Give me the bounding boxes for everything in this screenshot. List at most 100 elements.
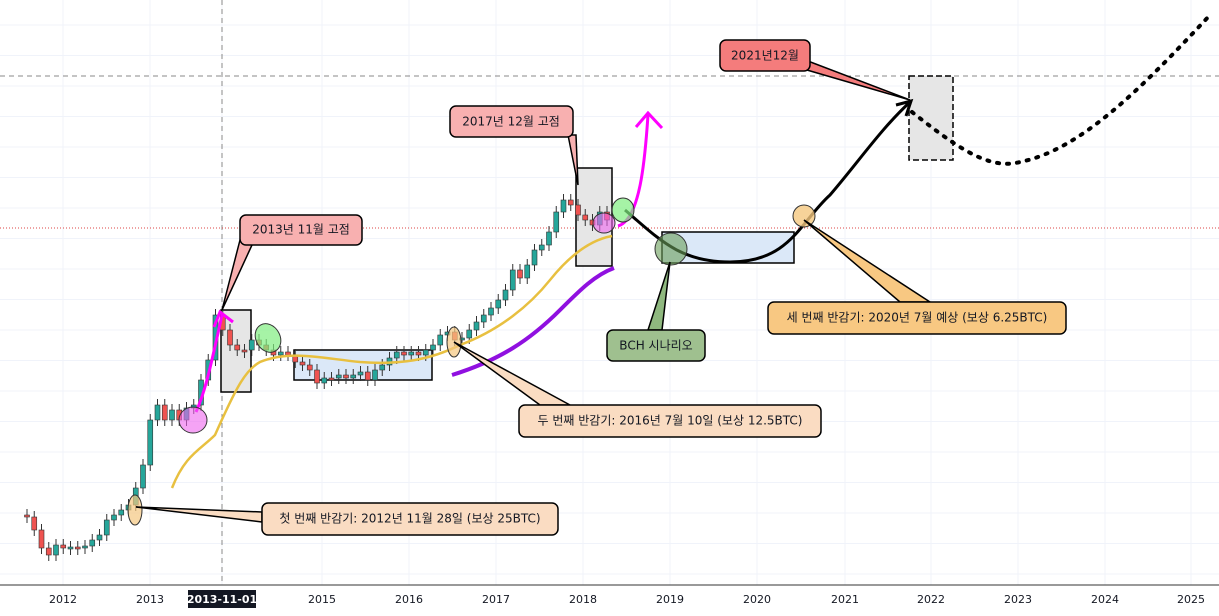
x-axis-labels: 2012 2013 2013-11-01 2015 2016 2017 2018 2019 20… [49,590,1205,608]
candle [234,344,241,351]
candle [306,364,313,371]
candle [538,244,545,251]
marker [178,406,208,434]
candle [575,204,581,216]
x-tick-label: 2016 [395,593,423,606]
box [908,75,954,161]
callout-text: 두 번째 반감기: 2016년 7월 10일 (보상 12.5BTC) [538,414,803,428]
callout [449,105,574,138]
candle [31,516,38,531]
candle [466,329,473,339]
x-tick-label: 2022 [917,593,945,606]
candle [299,361,306,366]
candle [343,374,349,379]
candle [74,546,81,550]
candle [364,371,371,381]
x-tick-label: 2024 [1091,593,1119,606]
callout-text: 2013년 11월 고점 [252,223,350,237]
callout-pointer [453,341,571,406]
candle [111,514,117,521]
callout [239,214,363,246]
candle [314,369,320,384]
candle [89,539,96,547]
callout-pointer [799,56,911,101]
projection [910,13,1212,166]
x-tick-label: 2023 [1004,593,1032,606]
moving-average [170,234,613,489]
candle [328,377,335,381]
candle [401,351,407,356]
candle [560,199,567,213]
x-tick-label: 2019 [656,593,684,606]
candle [67,546,74,550]
candle [82,545,88,549]
candle [393,351,400,359]
candle [495,299,502,309]
candle [582,214,589,221]
x-tick-label: 2012 [49,593,77,606]
candle [517,269,523,279]
x-tick-label: 2020 [743,593,771,606]
x-tick-label: 2017 [482,593,510,606]
candle [321,377,328,384]
x-tick-label: 2013 [136,593,164,606]
candle [147,419,154,466]
callout-text: 2021년12월 [731,49,799,63]
candle [45,547,52,556]
candle [38,529,45,549]
candle [335,374,342,379]
candle [546,231,552,246]
candle [422,349,429,356]
callout-pointer [135,506,263,523]
candle [53,544,59,556]
candle [357,371,364,376]
x-tick-label: 2025 [1177,593,1205,606]
candle [161,404,168,421]
x-tick-label: 2018 [569,593,597,606]
candle [285,351,291,356]
candle [24,514,30,518]
callout-text: BCH 시나리오 [619,339,692,353]
x-tick-label: 2015 [308,593,336,606]
candle [437,334,444,346]
callout-text: 첫 번째 반감기: 2012년 11월 28일 (보상 25BTC) [279,512,540,526]
candle [372,369,378,381]
arrow-stroke [194,309,234,413]
candle [509,269,516,291]
candle [140,464,146,489]
candle [118,509,125,516]
callout-pointer [803,219,933,303]
candle [473,321,480,331]
candle [567,199,574,206]
candle [96,534,103,541]
marker [792,204,816,228]
callout [518,404,822,438]
candle [60,544,67,549]
candle [277,351,284,356]
candle [103,519,110,536]
x-tick-label: 2021 [831,593,859,606]
callout-pointer [646,261,671,331]
callout [767,301,1067,335]
candle [379,364,386,371]
candle [480,314,487,323]
marker [654,232,688,266]
marker [611,197,635,223]
candle [408,351,415,356]
candle [502,289,509,301]
candle [415,351,422,356]
candle [488,307,494,316]
candle [553,211,560,233]
marker [592,212,616,234]
callout [606,329,706,362]
callout [261,502,559,536]
x-tick-label: 2013-11-01 [187,593,257,606]
candle [531,249,538,266]
candle [524,264,531,279]
candle [227,329,233,346]
candle [241,349,248,353]
callout [719,39,811,72]
grid [0,0,1219,585]
marker [254,323,282,353]
